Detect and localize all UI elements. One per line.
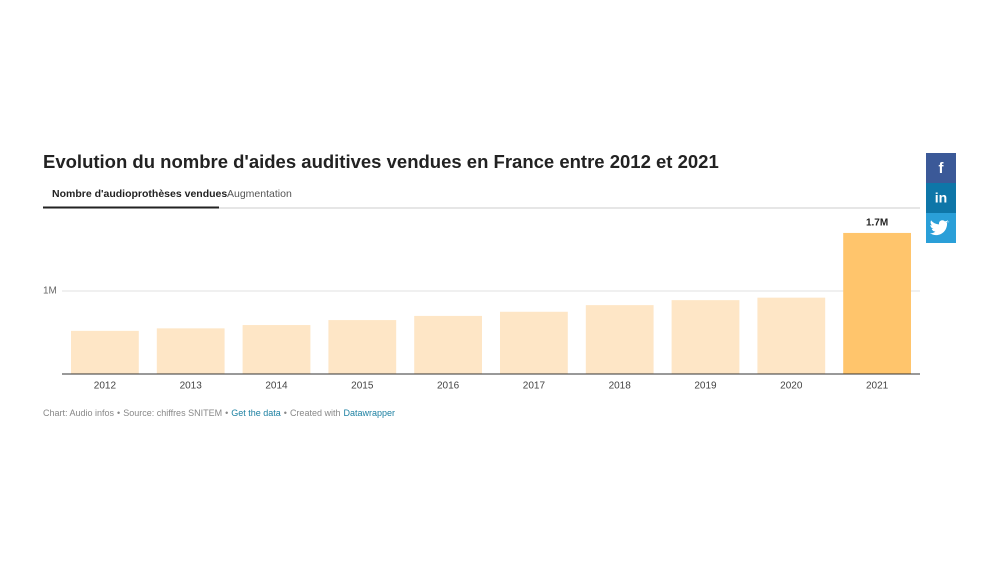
x-tick-label: 2016 — [437, 381, 460, 392]
chart-title: Evolution du nombre d'aides auditives ve… — [43, 151, 719, 172]
y-tick-label: 1M — [43, 286, 57, 297]
bar — [500, 311, 568, 374]
footer: Chart: Audio infos • Source: chiffres SNIT… — [43, 408, 395, 418]
bar — [242, 325, 311, 374]
value-label: 1.7M — [866, 218, 888, 229]
x-tick-label: 2013 — [180, 381, 203, 392]
x-tick-label: 2017 — [523, 381, 546, 392]
share-linkedin-icon[interactable]: in — [935, 190, 947, 206]
tab[interactable]: Augmentation — [227, 188, 292, 200]
bar — [843, 232, 911, 374]
bar — [414, 315, 482, 374]
footer-link[interactable]: Datawrapper — [343, 408, 395, 418]
bar — [328, 320, 397, 374]
tab-active[interactable]: Nombre d'audioprothèses vendues — [52, 188, 227, 200]
footer-part: • — [284, 408, 287, 418]
share-twitter-icon[interactable] — [929, 220, 950, 236]
share-facebook[interactable] — [926, 153, 956, 183]
bar — [671, 300, 740, 374]
bar — [71, 330, 139, 374]
bar — [585, 305, 654, 374]
x-tick-label: 2018 — [609, 381, 632, 392]
x-tick-label: 2015 — [351, 381, 374, 392]
x-tick-label: 2019 — [694, 381, 717, 392]
footer-part: • — [225, 408, 228, 418]
footer-part: Source: chiffres SNITEM — [123, 408, 222, 418]
bar — [757, 297, 826, 374]
x-tick-label: 2021 — [866, 381, 889, 392]
footer-part: Created with — [290, 408, 341, 418]
x-tick-label: 2014 — [265, 381, 288, 392]
x-tick-label: 2012 — [94, 381, 117, 392]
footer-link[interactable]: Get the data — [231, 408, 281, 418]
footer-part: Chart: Audio infos — [43, 408, 115, 418]
footer-part: • — [117, 408, 120, 418]
share-linkedin[interactable] — [926, 183, 956, 213]
bar — [156, 328, 225, 374]
x-tick-label: 2020 — [780, 381, 803, 392]
share-facebook-icon[interactable]: f — [939, 160, 945, 177]
